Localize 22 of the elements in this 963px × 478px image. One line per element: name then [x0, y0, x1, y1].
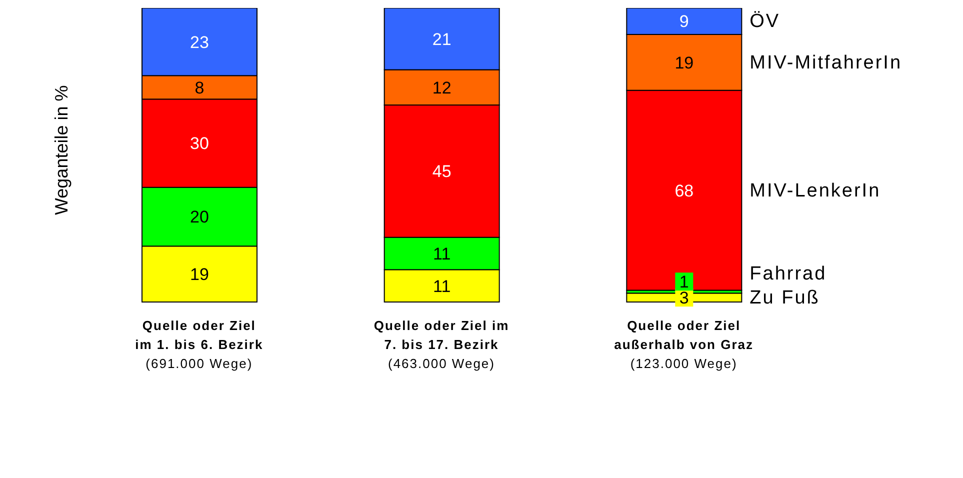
data-label: 45: [432, 162, 452, 182]
series-label: Zu Fuß: [750, 288, 820, 309]
y-axis-title: Weganteile in %: [51, 85, 72, 215]
data-label: 19: [674, 53, 694, 72]
data-label: 9: [679, 12, 689, 32]
data-label: 19: [190, 265, 209, 284]
data-label: 68: [674, 181, 694, 200]
series-label: Fahrrad: [750, 264, 827, 285]
data-label: 20: [190, 208, 209, 227]
x-tick-label: Quelle oder Ziel außerhalb von Graz (123.000 Wege): [614, 318, 754, 371]
data-label: 12: [432, 78, 452, 98]
data-label: 21: [432, 30, 452, 49]
series-label: ÖV: [750, 11, 780, 32]
data-label: 11: [433, 244, 451, 264]
data-label: 30: [190, 134, 209, 154]
x-tick-label: Quelle oder Ziel im 1. bis 6. Bezirk (691.000 Wege): [135, 318, 264, 371]
series-label: MIV-MitfahrerIn: [750, 52, 902, 74]
series-label: MIV-LenkerIn: [750, 180, 881, 202]
data-label: 23: [190, 32, 209, 52]
data-label: 11: [433, 276, 451, 296]
data-label: 8: [194, 78, 204, 98]
x-tick-label: Quelle oder Ziel im 7. bis 17. Bezirk (463.000 Wege): [374, 318, 510, 371]
